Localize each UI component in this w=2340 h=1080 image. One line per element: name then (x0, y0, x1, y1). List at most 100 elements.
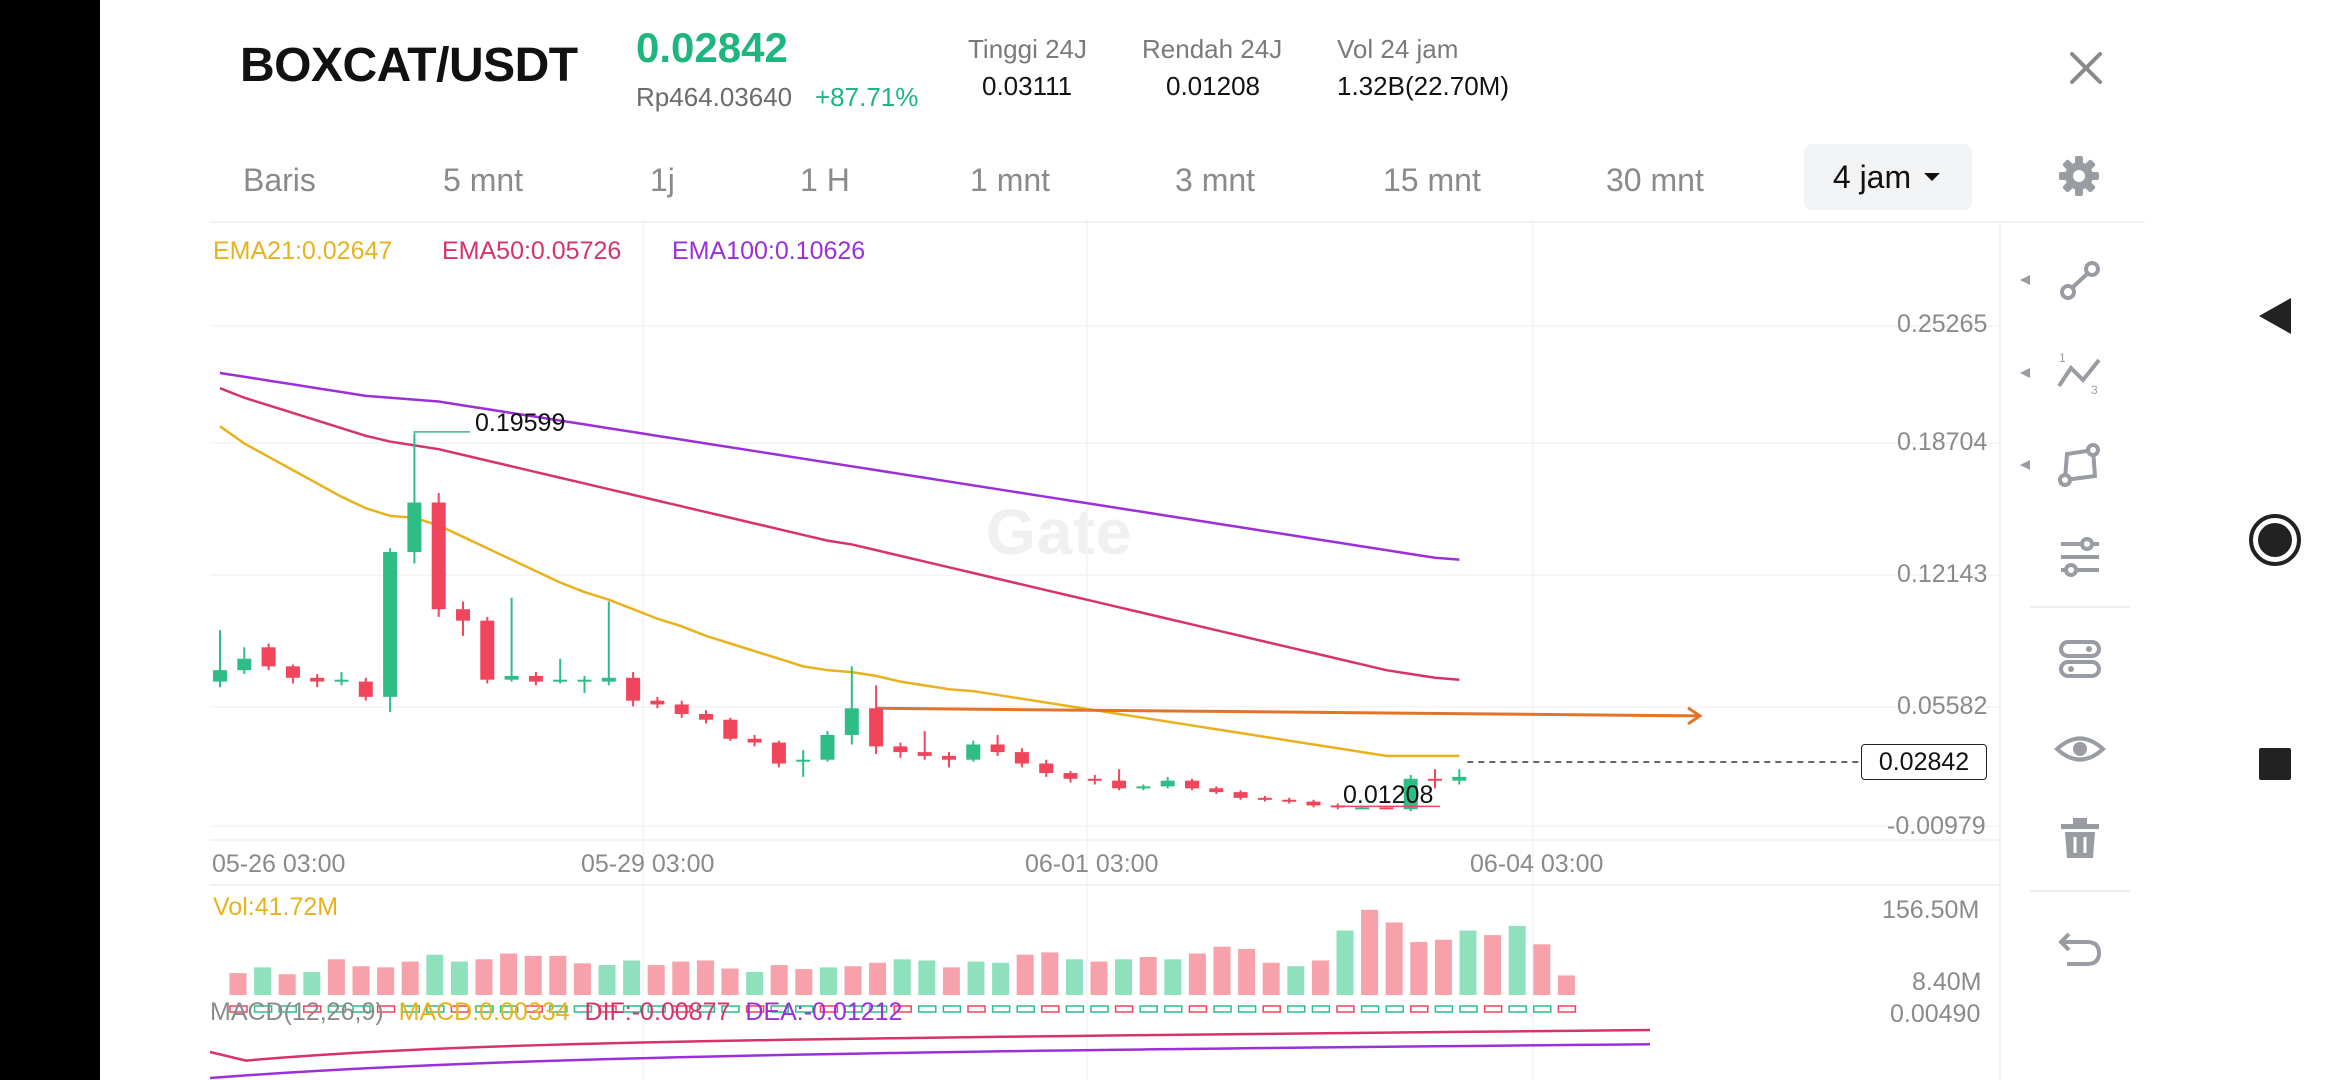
macd-histogram-bar (918, 1005, 937, 1013)
svg-text:1: 1 (2059, 351, 2066, 365)
candle-body (480, 620, 495, 680)
tab-1j[interactable]: 1j (650, 162, 675, 198)
recents-button[interactable] (2210, 724, 2340, 804)
macd-histogram-bar (795, 1005, 814, 1013)
fib-tool-icon[interactable]: 1 3 (2053, 346, 2107, 400)
volume-bar (327, 959, 345, 995)
macd-axis-top: 0.00490 (1890, 1000, 1981, 1028)
candle-body (771, 742, 786, 764)
close-icon[interactable] (2058, 40, 2114, 96)
tab-1h[interactable]: 1 H (800, 162, 850, 198)
candle-body (1063, 773, 1078, 779)
shape-tool-icon[interactable] (2053, 438, 2107, 492)
timeframe-tabs: Baris 5 mnt 1j 1 H 1 mnt 3 mnt 15 mnt 30… (100, 140, 2210, 220)
date-label: 05-29 03:00 (581, 850, 715, 878)
stat-volume-label: Vol 24 jam (1337, 34, 1459, 64)
candle-body (383, 552, 398, 697)
macd-histogram-bar (1090, 1005, 1109, 1013)
expand-arrow-icon[interactable] (2018, 273, 2032, 287)
volume-bar (672, 961, 690, 995)
candle-body (917, 752, 932, 756)
macd-histogram-bar (549, 1005, 568, 1013)
volume-bar (795, 969, 813, 995)
macd-histogram-bar (1311, 1005, 1331, 1013)
macd-histogram-bar (475, 1005, 494, 1013)
volume-legend: Vol:41.72M (213, 893, 339, 921)
visibility-icon[interactable] (2053, 722, 2107, 776)
current-price-tag: 0.02842 (1861, 744, 1987, 780)
volume-axis-top: 156.50M (1882, 896, 1980, 924)
volume-axis-bottom: 8.40M (1912, 968, 1982, 996)
macd-histogram-bar (1508, 1005, 1527, 1013)
volume-bar (303, 971, 321, 995)
candle-body (1039, 763, 1054, 774)
tab-1m[interactable]: 1 mnt (970, 162, 1051, 198)
macd-histogram-bar (1287, 1005, 1306, 1013)
volume-bar (1508, 925, 1526, 995)
macd-histogram-bar (499, 1005, 519, 1013)
back-button[interactable] (2210, 276, 2340, 356)
macd-histogram-bar (967, 1005, 986, 1013)
macd-histogram-bar (1237, 1005, 1257, 1013)
layers-icon[interactable] (2053, 632, 2107, 686)
low-annotation: 0.01208 (1343, 781, 1434, 809)
price-change: +87.71% (815, 82, 919, 112)
tab-baris[interactable]: Baris (243, 162, 316, 198)
macd-histogram-bar (1483, 1005, 1503, 1013)
macd-histogram-bar (352, 1005, 371, 1013)
last-price: 0.02842 (636, 24, 788, 71)
macd-histogram-bar (868, 1005, 888, 1013)
candle-body (844, 708, 859, 735)
candle-body (1355, 807, 1370, 810)
volume-bar (1065, 959, 1083, 995)
tab-30m[interactable]: 30 mnt (1606, 162, 1704, 198)
macd-histogram-bar (1065, 1005, 1085, 1013)
volume-bar (1139, 957, 1157, 995)
candle-body (1209, 788, 1224, 793)
volume-bar (573, 963, 591, 995)
tab-3m[interactable]: 3 mnt (1175, 162, 1256, 198)
tab-4h-dropdown[interactable]: 4 jam (1804, 144, 1972, 210)
tab-15m[interactable]: 15 mnt (1383, 162, 1481, 198)
macd-histogram-bar (278, 1005, 297, 1013)
macd-histogram-bar (1114, 1005, 1134, 1013)
volume-bar (1287, 966, 1305, 995)
volume-bar (524, 955, 542, 995)
svg-text:3: 3 (2091, 383, 2098, 397)
candle-body (261, 647, 276, 667)
macd-histogram-bar (893, 1005, 912, 1013)
volume-bar (1361, 909, 1379, 995)
volume-bar (1238, 948, 1256, 995)
macd-histogram-bar (819, 1005, 839, 1013)
indicator-settings-icon[interactable] (2053, 530, 2107, 584)
expand-arrow-icon[interactable] (2018, 366, 2032, 380)
candle-body (334, 679, 349, 682)
macd-histogram-bar (991, 1005, 1011, 1013)
macd-histogram-bar (844, 1005, 863, 1013)
sidebar-divider (2030, 606, 2130, 608)
candlestick-chart[interactable] (100, 0, 2210, 1080)
pair-name[interactable]: BOXCAT/USDT (240, 39, 578, 92)
candle-body (1160, 780, 1175, 787)
candle-body (893, 746, 908, 753)
candle-body (577, 679, 592, 682)
candle-body (966, 744, 981, 760)
expand-arrow-icon[interactable] (2018, 458, 2032, 472)
delete-icon[interactable] (2053, 812, 2107, 866)
volume-bar (918, 960, 936, 995)
candle-body (1136, 786, 1151, 789)
volume-bar (1557, 975, 1575, 995)
tab-5m[interactable]: 5 mnt (443, 162, 524, 198)
ema100-legend: EMA100:0.10626 (672, 237, 866, 265)
gear-icon[interactable] (2055, 152, 2103, 200)
volume-bar (598, 965, 616, 995)
home-button[interactable] (2210, 500, 2340, 580)
volume-bar (1213, 946, 1231, 995)
undo-icon[interactable] (2053, 920, 2107, 974)
stat-volume: Vol 24 jam 1.32B(22.70M) (1337, 34, 1509, 102)
gate-watermark: Gate (986, 496, 1133, 568)
caret-down-icon (1924, 173, 1941, 181)
line-tool-icon[interactable] (2053, 254, 2107, 308)
macd-histogram-bar (1139, 1005, 1158, 1013)
macd-histogram-bar (1557, 1005, 1577, 1013)
